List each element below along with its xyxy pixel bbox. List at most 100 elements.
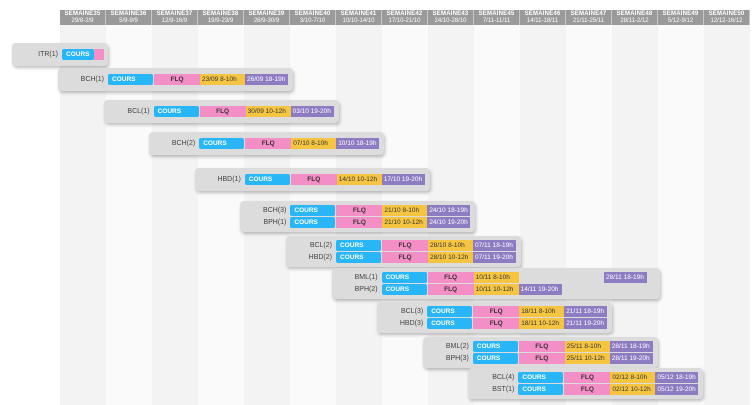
week-name: SEMAINE39: [248, 11, 285, 17]
session-slot-1[interactable]: 10/11 10-12h: [473, 284, 519, 295]
course-label: BCL(1): [127, 108, 150, 115]
session-slot-1[interactable]: 02/12 8-10h: [610, 372, 656, 383]
session-slot-2[interactable]: 07/11 18-19h: [473, 240, 516, 251]
session-slot-2[interactable]: 05/12 19-20h: [655, 384, 699, 395]
flq-bar[interactable]: FLQ: [245, 138, 292, 149]
session-slot-1[interactable]: 23/09 8-10h: [200, 74, 245, 85]
week-header[interactable]: SEMAINE38 19/9-23/9: [198, 10, 244, 25]
session-slot-2[interactable]: 28/11 18-19h: [604, 272, 647, 283]
flq-bar[interactable]: [94, 49, 104, 60]
week-dates: 17/10-21/10: [388, 18, 421, 24]
flq-bar[interactable]: FLQ: [382, 252, 428, 263]
course-group: [12, 43, 108, 66]
session-slot-1[interactable]: 18/11 10-12h: [519, 318, 565, 329]
cours-bar[interactable]: COURS: [427, 306, 473, 317]
session-slot-2[interactable]: 17/10 19-20h: [381, 174, 425, 185]
cours-bar[interactable]: COURS: [62, 49, 94, 60]
flq-bar[interactable]: FLQ: [564, 384, 611, 395]
cours-bar[interactable]: COURS: [108, 74, 153, 85]
week-header[interactable]: SEMAINE48 28/11-2/12: [612, 10, 658, 25]
session-slot-2[interactable]: 24/10 19-20h: [427, 217, 471, 228]
flq-bar[interactable]: FLQ: [473, 306, 520, 317]
session-slot-1[interactable]: 25/11 10-12h: [564, 353, 610, 364]
week-header[interactable]: SEMAINE36 5/9-9/9: [106, 10, 152, 25]
cours-bar[interactable]: COURS: [244, 174, 290, 185]
course-label: BPH(1): [263, 219, 287, 226]
flq-bar[interactable]: FLQ: [564, 372, 611, 383]
session-slot-1[interactable]: 21/10 10-12h: [382, 217, 428, 228]
week-header[interactable]: SEMAINE45 7/11-11/11: [474, 10, 520, 25]
course-label: BCL(2): [309, 242, 332, 249]
session-slot-1[interactable]: 07/10 8-10h: [291, 138, 337, 149]
session-slot-1[interactable]: 28/10 10-12h: [428, 252, 473, 263]
session-slot-2[interactable]: 05/12 18-19h: [655, 372, 699, 383]
week-header[interactable]: SEMAINE39 26/9-30/9: [244, 10, 290, 25]
week-column: [704, 10, 750, 405]
cours-bar[interactable]: COURS: [518, 384, 564, 395]
week-header[interactable]: SEMAINE37 12/9-16/9: [152, 10, 198, 25]
session-slot-2[interactable]: 21/11 18-19h: [564, 306, 608, 317]
session-slot-1[interactable]: 02/12 10-12h: [610, 384, 656, 395]
week-dates: 12/9-16/9: [161, 18, 188, 24]
week-name: SEMAINE46: [524, 11, 561, 17]
flq-bar[interactable]: FLQ: [336, 217, 383, 228]
session-slot-1[interactable]: 18/11 8-10h: [519, 306, 565, 317]
session-slot-1[interactable]: 14/10 10-12h: [336, 174, 382, 185]
flq-bar[interactable]: FLQ: [473, 318, 520, 329]
cours-bar[interactable]: COURS: [336, 252, 381, 263]
week-name: SEMAINE42: [386, 11, 423, 17]
flq-bar[interactable]: FLQ: [518, 353, 565, 364]
week-name: SEMAINE45: [478, 11, 515, 17]
cours-bar[interactable]: COURS: [290, 217, 336, 228]
flq-bar[interactable]: FLQ: [290, 174, 337, 185]
session-slot-2[interactable]: 28/11 18-19h: [609, 341, 653, 352]
week-header[interactable]: SEMAINE43 24/10-28/10: [428, 10, 474, 25]
week-header[interactable]: SEMAINE47 21/11-25/11: [566, 10, 612, 25]
cours-bar[interactable]: COURS: [290, 205, 336, 216]
week-column: [658, 10, 704, 405]
session-slot-2[interactable]: 14/11 19-20h: [518, 284, 562, 295]
flq-bar[interactable]: FLQ: [154, 74, 200, 85]
session-slot-1[interactable]: 30/09 10-12h: [245, 106, 291, 117]
course-label: BPH(2): [354, 286, 378, 293]
week-header[interactable]: SEMAINE50 12/12-16/12: [704, 10, 750, 25]
session-slot-2[interactable]: 24/10 18-19h: [427, 205, 471, 216]
session-slot-2[interactable]: 28/11 19-20h: [609, 353, 653, 364]
flq-bar[interactable]: FLQ: [336, 205, 383, 216]
cours-bar[interactable]: COURS: [336, 240, 381, 251]
session-slot-2[interactable]: 07/11 19-20h: [473, 252, 516, 263]
cours-bar[interactable]: COURS: [427, 318, 473, 329]
cours-bar[interactable]: COURS: [199, 138, 245, 149]
flq-bar[interactable]: FLQ: [382, 240, 428, 251]
week-header[interactable]: SEMAINE49 5/12-9/12: [658, 10, 704, 25]
session-slot-2[interactable]: 03/10 19-20h: [290, 106, 334, 117]
week-header[interactable]: SEMAINE41 10/10-14/10: [336, 10, 382, 25]
session-slot-2[interactable]: 26/09 18-19h: [245, 74, 288, 85]
cours-bar[interactable]: COURS: [472, 341, 518, 352]
flq-bar[interactable]: FLQ: [427, 272, 474, 283]
flq-bar[interactable]: FLQ: [199, 106, 246, 117]
session-slot-1[interactable]: 21/10 8-10h: [382, 205, 428, 216]
course-label: BCL(3): [401, 308, 424, 315]
week-header[interactable]: SEMAINE35 29/8-2/9: [60, 10, 106, 25]
cours-bar[interactable]: COURS: [472, 353, 518, 364]
flq-bar[interactable]: FLQ: [427, 284, 474, 295]
cours-bar[interactable]: COURS: [381, 272, 427, 283]
session-slot-1[interactable]: 10/11 8-10h: [473, 272, 519, 283]
week-name: SEMAINE40: [294, 11, 331, 17]
course-label: HBD(1): [217, 176, 241, 183]
week-dates: 12/12-16/12: [710, 18, 743, 24]
cours-bar[interactable]: COURS: [518, 372, 564, 383]
session-slot-2[interactable]: 21/11 19-20h: [564, 318, 608, 329]
session-slot-1[interactable]: 28/10 8-10h: [428, 240, 473, 251]
session-slot-1[interactable]: 25/11 8-10h: [564, 341, 610, 352]
week-header[interactable]: SEMAINE46 14/11-18/11: [520, 10, 566, 25]
week-header[interactable]: SEMAINE42 17/10-21/10: [382, 10, 428, 25]
session-slot-2[interactable]: 10/10 18-19h: [336, 138, 380, 149]
week-header[interactable]: SEMAINE40 3/10-7/10: [290, 10, 336, 25]
flq-bar[interactable]: FLQ: [518, 341, 565, 352]
cours-bar[interactable]: COURS: [381, 284, 427, 295]
week-name: SEMAINE48: [616, 11, 653, 17]
cours-bar[interactable]: COURS: [153, 106, 199, 117]
week-dates: 10/10-14/10: [342, 18, 375, 24]
